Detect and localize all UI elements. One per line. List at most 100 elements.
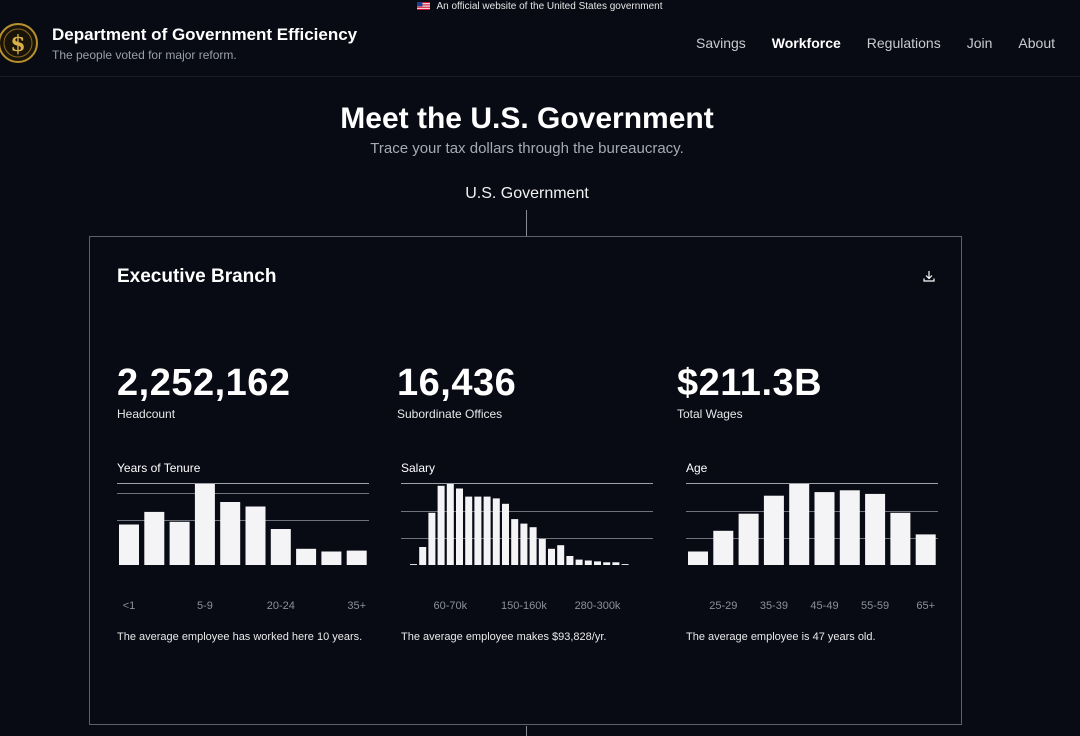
site-subtitle: The people voted for major reform. [52, 48, 237, 62]
chart-title: Salary [401, 461, 436, 475]
wages-label: Total Wages [677, 407, 743, 421]
chart-note: The average employee has worked here 10 … [117, 631, 363, 643]
bar[interactable] [511, 519, 519, 565]
x-tick-label: 5-9 [196, 600, 213, 612]
offices-label: Subordinate Offices [397, 407, 503, 421]
bar[interactable] [119, 524, 139, 566]
age-chart: Age 25-29 35-39 45-49 55-59 65+ The average … [686, 459, 938, 649]
bar[interactable] [296, 548, 317, 565]
bar[interactable] [915, 534, 936, 565]
bar[interactable] [890, 512, 911, 565]
tree-root-label[interactable]: U.S. Government [465, 185, 589, 202]
nav-workforce[interactable]: Workforce [771, 35, 841, 51]
chart-plot [117, 484, 369, 566]
wages-value: $211.3B [677, 362, 823, 404]
bar[interactable] [474, 496, 482, 565]
nav-savings[interactable]: Savings [695, 35, 746, 51]
bar[interactable] [520, 523, 528, 565]
bar[interactable] [688, 551, 708, 566]
bar[interactable] [483, 496, 491, 565]
nav-join[interactable]: Join [966, 35, 993, 51]
salary-chart: Salary 60-70k 150-160k 280-300k The averag… [401, 459, 653, 649]
card-title: Executive Branch [117, 266, 277, 287]
bar[interactable] [456, 488, 463, 566]
x-tick-label: 60-70k [433, 600, 468, 612]
x-tick-label: 65+ [916, 600, 936, 612]
tenure-chart: Years of Tenure <1 5-9 20-24 35+ The averag… [117, 459, 369, 649]
banner-text: An official website of the United States… [436, 1, 663, 12]
bar[interactable] [575, 559, 583, 565]
chart-plot [686, 484, 938, 566]
bar[interactable] [865, 493, 886, 565]
x-tick-labels: 60-70k 150-160k 280-300k [401, 600, 653, 614]
bar[interactable] [465, 496, 473, 565]
executive-branch-card[interactable]: Executive Branch 2,252,162 Headcount 16,… [89, 236, 962, 725]
x-tick-label: 55-59 [861, 600, 890, 612]
bar[interactable] [270, 529, 291, 565]
official-banner: An official website of the United States… [0, 0, 1080, 14]
bar[interactable] [446, 484, 454, 565]
x-tick-label: 45-49 [810, 600, 839, 612]
svg-text:$: $ [10, 31, 25, 57]
offices-value: 16,436 [397, 362, 517, 404]
x-tick-label: 150-160k [500, 600, 547, 612]
headcount-value: 2,252,162 [117, 362, 291, 404]
chart-title: Years of Tenure [117, 461, 201, 475]
tree-connector [526, 210, 527, 236]
site-title[interactable]: Department of Government Efficiency [52, 25, 358, 44]
bar[interactable] [621, 564, 629, 565]
page-subtitle: Trace your tax dollars through the burea… [370, 140, 684, 157]
nav-about[interactable]: About [1018, 35, 1055, 51]
bar[interactable] [814, 492, 835, 565]
x-tick-label: 280-300k [574, 600, 621, 612]
x-tick-labels: 25-29 35-39 45-49 55-59 65+ [686, 600, 938, 614]
bar[interactable] [169, 521, 190, 565]
x-tick-label: 35-39 [759, 600, 788, 612]
x-tick-label: 25-29 [709, 600, 738, 612]
bar[interactable] [584, 560, 592, 566]
x-tick-label: 20-24 [266, 600, 295, 612]
bar[interactable] [594, 561, 601, 565]
bar[interactable] [612, 562, 620, 565]
bar[interactable] [529, 527, 537, 565]
bar[interactable] [502, 503, 509, 565]
chart-top-rule [686, 483, 938, 484]
bar[interactable] [428, 512, 436, 565]
bar[interactable] [220, 502, 241, 565]
chart-note: The average employee makes $93,828/yr. [401, 631, 607, 643]
bar[interactable] [566, 556, 574, 565]
bar[interactable] [839, 490, 860, 565]
bar[interactable] [557, 545, 565, 565]
page-title: Meet the U.S. Government [340, 102, 714, 135]
bar[interactable] [321, 551, 342, 566]
bar[interactable] [713, 530, 734, 565]
headcount-label: Headcount [117, 407, 176, 421]
bar[interactable] [437, 485, 445, 565]
bar[interactable] [194, 484, 215, 565]
bar[interactable] [738, 513, 759, 565]
chart-top-rule [401, 483, 653, 484]
chart-note: The average employee is 47 years old. [686, 631, 876, 643]
chart-plot [401, 484, 653, 566]
bar[interactable] [346, 550, 367, 565]
nav-regulations[interactable]: Regulations [866, 35, 941, 51]
bar[interactable] [410, 564, 417, 565]
bar[interactable] [538, 538, 546, 565]
bar[interactable] [144, 511, 165, 565]
bar[interactable] [419, 547, 427, 565]
bar[interactable] [548, 548, 555, 565]
main-nav: Savings Workforce Regulations Join About [696, 35, 1055, 51]
x-tick-label: 35+ [347, 600, 367, 612]
dollar-seal-icon[interactable]: $ [0, 23, 40, 63]
bar[interactable] [603, 562, 611, 565]
chart-title: Age [686, 461, 708, 475]
bar[interactable] [492, 498, 500, 565]
bar[interactable] [245, 506, 266, 566]
header-divider [0, 76, 1080, 77]
download-icon[interactable] [923, 270, 935, 282]
bar[interactable] [763, 495, 784, 565]
bar[interactable] [789, 484, 810, 565]
x-tick-label: <1 [122, 600, 136, 612]
chart-top-rule [117, 483, 369, 484]
x-tick-labels: <1 5-9 20-24 35+ [117, 600, 369, 614]
